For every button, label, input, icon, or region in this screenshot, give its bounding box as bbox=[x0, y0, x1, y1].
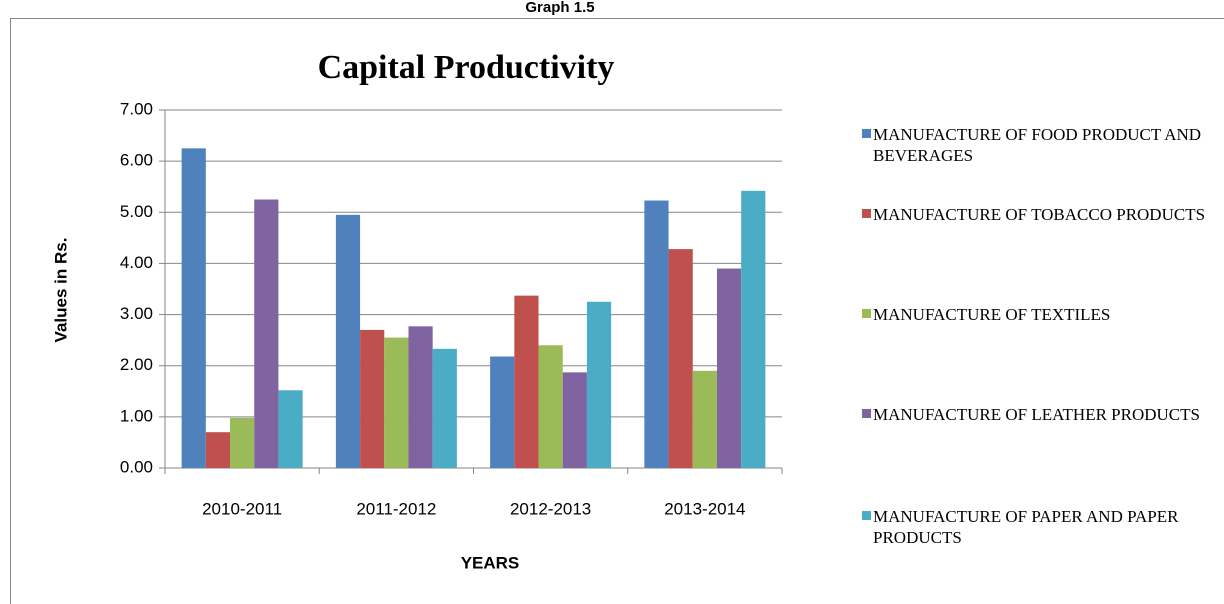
y-tick-label: 3.00 bbox=[120, 304, 153, 323]
legend-entry: MANUFACTURE OF FOOD PRODUCT AND BEVERAGE… bbox=[862, 124, 1212, 166]
legend-swatch bbox=[862, 209, 871, 218]
y-axis-label: Values in Rs. bbox=[51, 238, 70, 343]
bar bbox=[205, 432, 231, 468]
chart-border bbox=[10, 18, 1224, 604]
x-tick-label: 2012-2013 bbox=[510, 499, 591, 518]
legend-label: MANUFACTURE OF FOOD PRODUCT AND BEVERAGE… bbox=[873, 125, 1202, 165]
bar bbox=[741, 190, 766, 468]
legend-entry: MANUFACTURE OF LEATHER PRODUCTS bbox=[862, 404, 1212, 425]
x-tick-label: 2013-2014 bbox=[664, 499, 745, 518]
bar bbox=[432, 348, 457, 468]
legend-label: MANUFACTURE OF PAPER AND PAPER PRODUCTS bbox=[873, 507, 1179, 547]
bar bbox=[360, 329, 385, 468]
y-tick-label: 7.00 bbox=[120, 99, 153, 118]
legend-entry: MANUFACTURE OF PAPER AND PAPER PRODUCTS bbox=[862, 506, 1212, 548]
bar bbox=[408, 326, 433, 468]
x-tick-label: 2010-2011 bbox=[202, 499, 282, 518]
legend-label: MANUFACTURE OF TEXTILES bbox=[873, 305, 1111, 324]
bar bbox=[644, 200, 669, 468]
bar bbox=[490, 356, 515, 468]
bar bbox=[278, 390, 303, 468]
bar bbox=[254, 199, 279, 468]
bar bbox=[230, 417, 255, 468]
bar bbox=[538, 345, 563, 468]
y-tick-label: 5.00 bbox=[120, 202, 153, 221]
caption: Graph 1.5 bbox=[525, 0, 594, 16]
y-tick-label: 1.00 bbox=[120, 406, 153, 425]
legend-label: MANUFACTURE OF LEATHER PRODUCTS bbox=[873, 405, 1200, 424]
bar bbox=[716, 268, 742, 468]
bar bbox=[562, 372, 587, 468]
y-tick-label: 2.00 bbox=[120, 355, 153, 374]
bar bbox=[181, 148, 206, 468]
legend-swatch bbox=[862, 511, 871, 520]
x-tick-label: 2011-2012 bbox=[356, 499, 436, 518]
chart-title: Capital Productivity bbox=[318, 49, 615, 86]
legend-swatch bbox=[862, 309, 871, 318]
x-axis-label: YEARS bbox=[461, 553, 520, 572]
bar bbox=[335, 214, 361, 468]
legend-swatch bbox=[862, 409, 871, 418]
bar bbox=[692, 370, 717, 468]
legend-entry: MANUFACTURE OF TOBACCO PRODUCTS bbox=[862, 204, 1212, 225]
legend-swatch bbox=[862, 129, 871, 138]
y-tick-label: 6.00 bbox=[120, 151, 153, 170]
legend-label: MANUFACTURE OF TOBACCO PRODUCTS bbox=[873, 205, 1206, 224]
bar bbox=[514, 295, 539, 468]
legend-entry: MANUFACTURE OF TEXTILES bbox=[862, 304, 1212, 325]
bar bbox=[668, 249, 693, 468]
bar bbox=[586, 301, 612, 468]
y-tick-label: 0.00 bbox=[120, 457, 153, 476]
y-tick-label: 4.00 bbox=[120, 253, 153, 272]
bar bbox=[384, 337, 409, 468]
